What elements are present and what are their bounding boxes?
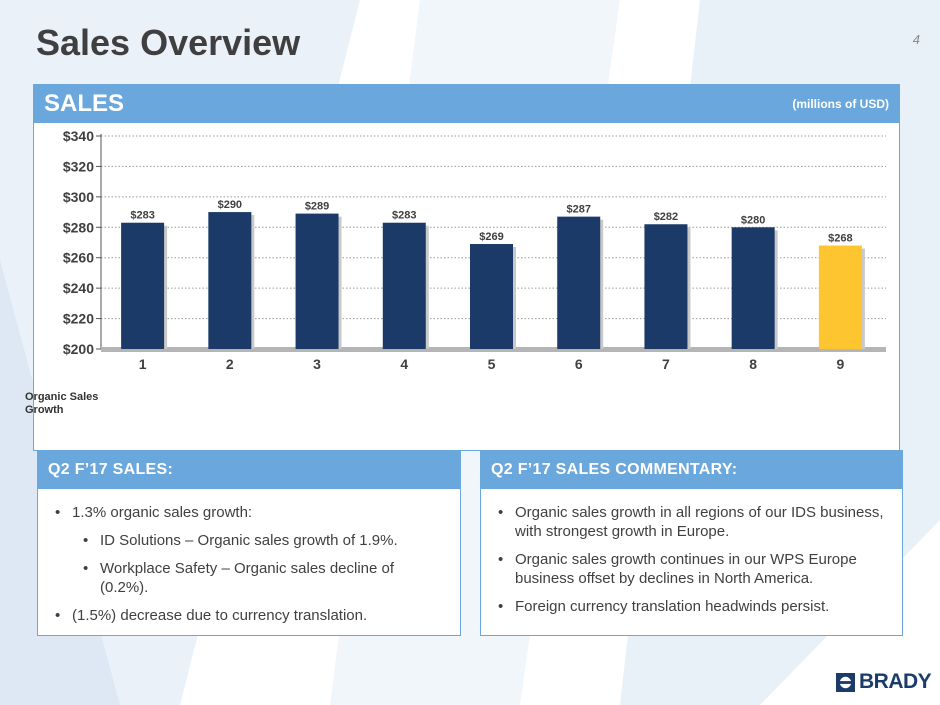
x-tick-label: 9 [836, 356, 844, 372]
y-tick-label: $280 [63, 219, 94, 235]
bullet-id-solutions: ID Solutions – Organic sales growth of 1… [80, 531, 442, 550]
bullet-wps-europe: Organic sales growth continues in our WP… [495, 550, 884, 588]
bar [644, 224, 688, 349]
y-tick-label: $220 [63, 311, 94, 327]
q2-sales-bullets: 1.3% organic sales growth: ID Solutions … [38, 489, 460, 625]
data-label: $268 [828, 233, 852, 245]
bullet-ids-growth: Organic sales growth in all regions of o… [495, 503, 884, 541]
sales-panel-header: SALES (millions of USD) [34, 85, 899, 123]
bullet-workplace-safety: Workplace Safety – Organic sales decline… [80, 559, 442, 597]
data-label: $289 [305, 201, 329, 213]
bar [121, 222, 165, 349]
page-title: Sales Overview [36, 22, 301, 63]
data-label: $282 [654, 211, 678, 223]
data-label: $280 [741, 214, 765, 226]
q2-commentary-header: Q2 F’17 SALES COMMENTARY: [481, 451, 902, 489]
bar [208, 212, 252, 349]
y-tick-label: $260 [63, 250, 94, 266]
y-tick-label: $240 [63, 280, 94, 296]
x-tick-label: 4 [400, 356, 408, 372]
data-label: $287 [566, 204, 590, 216]
organic-sales-growth-label: Organic Sales Growth [25, 391, 99, 416]
bar [557, 216, 601, 349]
bar [382, 222, 426, 349]
y-tick-label: $200 [63, 341, 94, 357]
bar [470, 244, 513, 349]
y-tick-label: $320 [63, 158, 94, 174]
data-label: $269 [479, 231, 503, 243]
page-number: 4 [912, 32, 920, 47]
bar [295, 213, 339, 349]
x-tick-label: 3 [313, 356, 321, 372]
x-tick-label: 8 [749, 356, 757, 372]
brady-logo-icon [836, 672, 855, 692]
q2-commentary-box: Q2 F’17 SALES COMMENTARY: Organic sales … [480, 450, 903, 636]
brady-logo: BRADY [836, 670, 932, 694]
sales-title: SALES [44, 90, 125, 117]
x-tick-label: 6 [575, 356, 583, 372]
x-tick-label: 7 [662, 356, 670, 372]
x-tick-label: 5 [488, 356, 496, 372]
data-label: $290 [218, 199, 242, 211]
bullet-fx-headwinds: Foreign currency translation headwinds p… [495, 597, 884, 616]
data-label: $283 [130, 210, 154, 222]
sales-panel: SALES (millions of USD) $200 $220 $240 $260… [25, 84, 900, 451]
q2-sales-header: Q2 F’17 SALES: [38, 451, 460, 489]
x-tick-label: 2 [226, 356, 234, 372]
bullet-currency-translation: (1.5%) decrease due to currency translat… [52, 606, 442, 625]
bullet-organic-growth: 1.3% organic sales growth: [52, 503, 442, 522]
y-tick-label: $340 [63, 128, 94, 144]
y-tick-label: $300 [63, 189, 94, 205]
bar [731, 227, 775, 349]
x-axis [101, 347, 886, 352]
x-tick-label: 1 [139, 356, 147, 372]
q2-commentary-bullets: Organic sales growth in all regions of o… [481, 489, 902, 616]
units-label: (millions of USD) [792, 97, 889, 111]
q2-sales-box: Q2 F’17 SALES: 1.3% organic sales growth… [37, 450, 461, 636]
data-label: $283 [392, 210, 416, 222]
brady-logo-text: BRADY [859, 670, 932, 693]
bar [818, 245, 862, 349]
